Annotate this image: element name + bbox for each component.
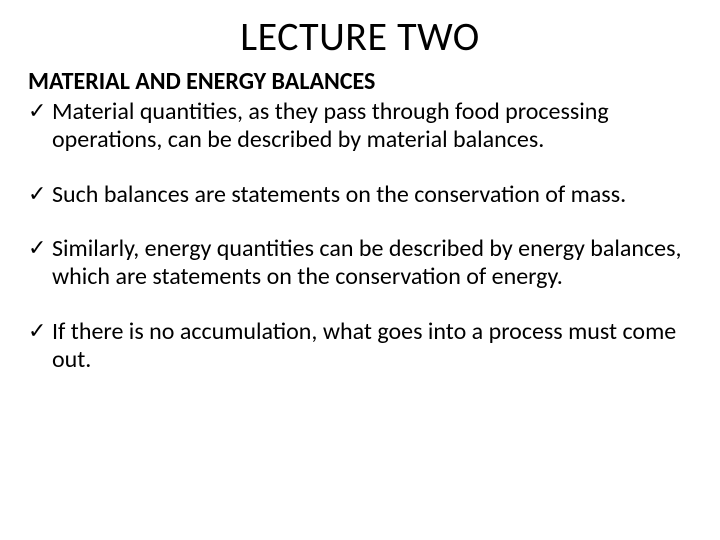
slide-title: LECTURE TWO	[28, 12, 692, 61]
bullet-item: Material quantities, as they pass throug…	[28, 98, 692, 155]
bullet-item: Such balances are statements on the cons…	[28, 181, 692, 209]
slide-subtitle: MATERIAL AND ENERGY BALANCES	[28, 67, 692, 96]
bullet-item: Similarly, energy quantities can be desc…	[28, 235, 692, 292]
bullet-item: If there is no accumulation, what goes i…	[28, 318, 692, 375]
bullet-list: Material quantities, as they pass throug…	[28, 98, 692, 374]
slide: LECTURE TWO MATERIAL AND ENERGY BALANCES…	[0, 0, 720, 540]
